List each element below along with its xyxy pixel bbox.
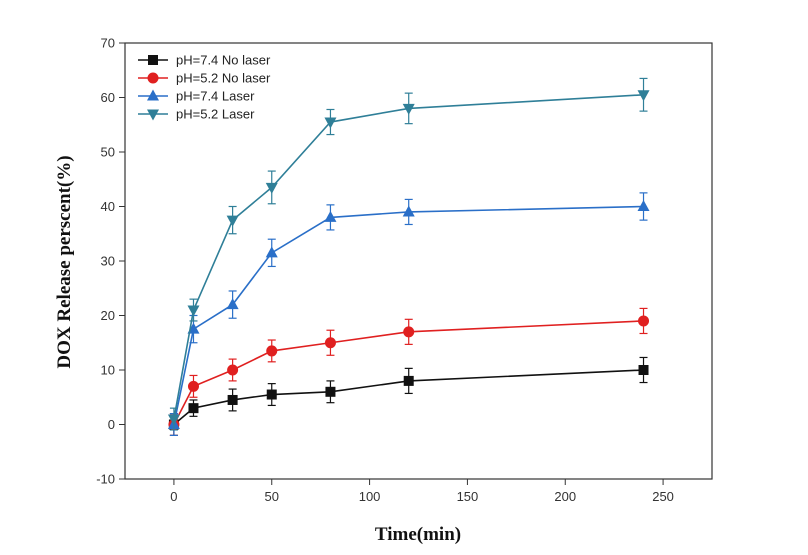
legend-label: pH=7.4 Laser <box>176 89 255 104</box>
data-point <box>325 386 336 397</box>
data-point <box>402 205 415 217</box>
y-axis-title: DOX Release perscent(%) <box>54 155 75 368</box>
data-point <box>403 326 415 338</box>
y-tick-label: -10 <box>96 472 115 487</box>
x-tick-label: 250 <box>652 489 674 504</box>
x-axis-title: Time(min) <box>375 524 461 545</box>
data-point <box>324 337 336 349</box>
data-point <box>265 182 278 194</box>
legend-label: pH=7.4 No laser <box>176 53 271 68</box>
y-tick-label: 50 <box>101 145 115 160</box>
legend-item: pH=7.4 No laser <box>138 53 271 68</box>
data-point <box>187 305 200 317</box>
data-point <box>266 345 278 357</box>
data-point <box>403 375 414 386</box>
legend-label: pH=5.2 No laser <box>176 71 271 86</box>
data-point <box>324 210 337 222</box>
series-group <box>167 77 650 431</box>
x-tick-label: 50 <box>265 489 279 504</box>
data-point <box>638 365 649 375</box>
legend: pH=7.4 No laser pH=5.2 No laser pH=7.4 Las… <box>138 53 271 122</box>
legend-label: pH=5.2 Laser <box>176 107 255 122</box>
y-tick-label: 70 <box>101 36 115 51</box>
series-group <box>168 356 649 436</box>
data-point <box>265 246 278 258</box>
data-point <box>226 298 239 310</box>
data-point <box>637 90 650 102</box>
y-tick-label: 0 <box>108 417 115 432</box>
series-layer <box>167 77 650 436</box>
data-point <box>147 72 159 84</box>
data-point <box>148 55 158 65</box>
x-tick-label: 200 <box>554 489 576 504</box>
data-point <box>187 380 199 392</box>
data-point <box>147 89 159 101</box>
series-group <box>167 192 650 436</box>
data-point <box>402 103 415 115</box>
y-tick-label: 60 <box>101 90 115 105</box>
data-point <box>324 117 337 129</box>
data-point <box>226 215 239 227</box>
data-point <box>637 200 650 211</box>
y-tick-label: 30 <box>101 254 115 269</box>
data-point <box>227 394 238 405</box>
x-tick-label: 100 <box>359 489 381 504</box>
data-point <box>638 315 650 327</box>
y-tick-label: 40 <box>101 199 115 214</box>
y-tick-label: 10 <box>101 363 115 378</box>
data-point <box>227 364 239 376</box>
data-point <box>266 389 277 400</box>
axis-ticks: 0 50 100 150 200 250 -10 0 10 20 30 40 50 60 70 <box>96 36 674 505</box>
x-tick-label: 0 <box>170 489 177 504</box>
legend-item: pH=7.4 Laser <box>138 89 255 104</box>
y-tick-label: 20 <box>101 308 115 323</box>
legend-item: pH=5.2 No laser <box>138 71 271 86</box>
data-point <box>167 414 180 426</box>
data-point <box>147 109 159 121</box>
data-point <box>188 403 199 414</box>
x-tick-label: 150 <box>457 489 479 504</box>
legend-item: pH=5.2 Laser <box>138 107 255 122</box>
